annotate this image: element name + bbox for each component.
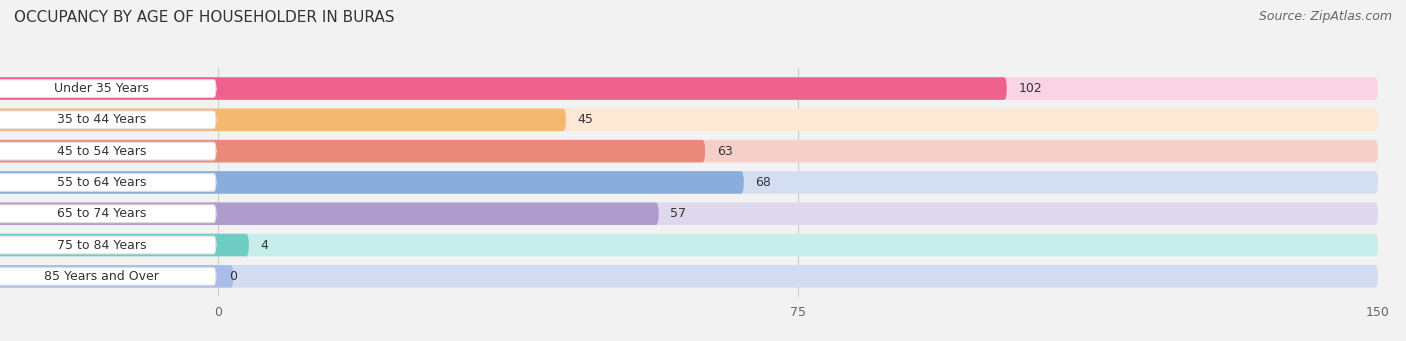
- Text: 57: 57: [671, 207, 686, 220]
- Text: 45: 45: [578, 113, 593, 126]
- Text: OCCUPANCY BY AGE OF HOUSEHOLDER IN BURAS: OCCUPANCY BY AGE OF HOUSEHOLDER IN BURAS: [14, 10, 395, 25]
- Text: Source: ZipAtlas.com: Source: ZipAtlas.com: [1258, 10, 1392, 23]
- Text: 4: 4: [260, 239, 269, 252]
- FancyBboxPatch shape: [0, 265, 233, 287]
- FancyBboxPatch shape: [0, 108, 1378, 131]
- FancyBboxPatch shape: [0, 77, 1378, 100]
- FancyBboxPatch shape: [0, 77, 1007, 100]
- FancyBboxPatch shape: [0, 171, 1378, 194]
- FancyBboxPatch shape: [0, 142, 217, 160]
- Text: 35 to 44 Years: 35 to 44 Years: [58, 113, 146, 126]
- FancyBboxPatch shape: [0, 171, 744, 194]
- FancyBboxPatch shape: [0, 234, 249, 256]
- Text: 0: 0: [229, 270, 238, 283]
- Text: 68: 68: [755, 176, 772, 189]
- FancyBboxPatch shape: [0, 174, 217, 191]
- FancyBboxPatch shape: [0, 140, 704, 162]
- FancyBboxPatch shape: [0, 203, 658, 225]
- FancyBboxPatch shape: [0, 205, 217, 223]
- FancyBboxPatch shape: [0, 140, 1378, 162]
- Text: 85 Years and Over: 85 Years and Over: [45, 270, 159, 283]
- Text: 63: 63: [717, 145, 733, 158]
- Text: 55 to 64 Years: 55 to 64 Years: [58, 176, 146, 189]
- FancyBboxPatch shape: [0, 267, 217, 285]
- Text: Under 35 Years: Under 35 Years: [55, 82, 149, 95]
- Text: 45 to 54 Years: 45 to 54 Years: [58, 145, 146, 158]
- Text: 75 to 84 Years: 75 to 84 Years: [58, 239, 146, 252]
- FancyBboxPatch shape: [0, 203, 1378, 225]
- FancyBboxPatch shape: [0, 79, 217, 98]
- FancyBboxPatch shape: [0, 111, 217, 129]
- FancyBboxPatch shape: [0, 108, 565, 131]
- FancyBboxPatch shape: [0, 265, 1378, 287]
- FancyBboxPatch shape: [0, 236, 217, 254]
- FancyBboxPatch shape: [0, 234, 1378, 256]
- Text: 102: 102: [1018, 82, 1042, 95]
- Text: 65 to 74 Years: 65 to 74 Years: [58, 207, 146, 220]
